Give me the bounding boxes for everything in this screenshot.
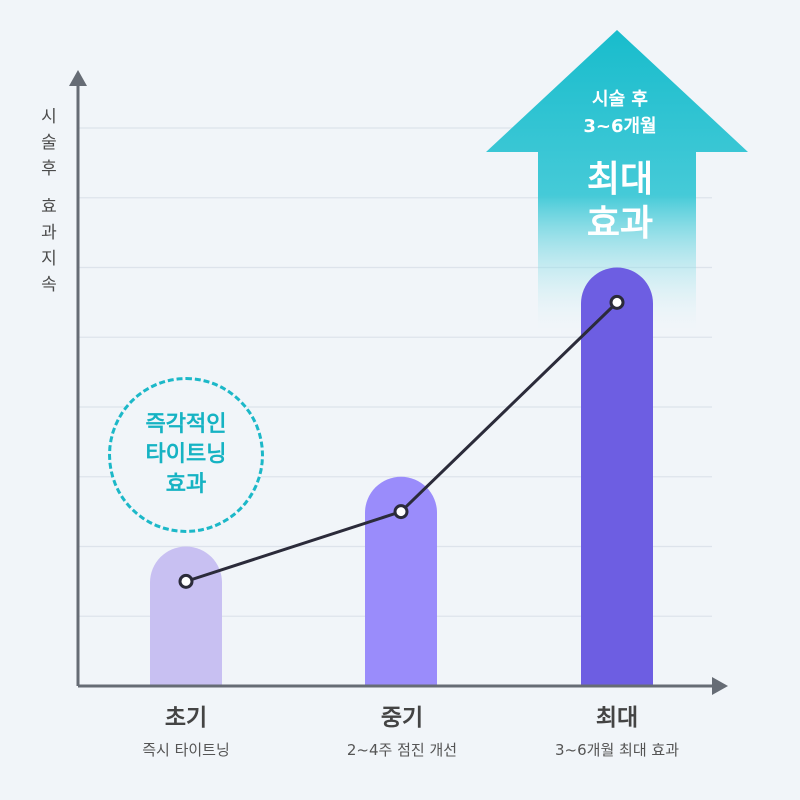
instant-effect-callout: 즉각적인 타이트닝 효과 — [108, 377, 264, 533]
category-label-1: 중기 2~4주 점진 개선 — [302, 703, 502, 761]
ylabel-char — [36, 182, 62, 194]
bars — [150, 267, 653, 686]
arrow-subtitle: 시술 후 3~6개월 — [583, 89, 657, 137]
ylabel-char: 속 — [41, 275, 57, 295]
arrow-shape — [486, 30, 748, 330]
category-subtitle: 3~6개월 최대 효과 — [555, 741, 679, 759]
ylabel-char: 시 — [41, 107, 57, 127]
x-axis-arrowhead — [712, 677, 728, 695]
trend-point-1 — [393, 504, 409, 520]
tick-label: 초기 — [164, 705, 208, 731]
category-subtitle: 즉시 타이트닝 — [142, 741, 230, 759]
trend-line — [178, 294, 625, 589]
bar-0 — [150, 546, 222, 686]
tick-label: 최대 — [595, 705, 639, 731]
ylabel-char: 효 — [41, 197, 57, 217]
category-label-0: 초기 즉시 타이트닝 — [86, 703, 286, 761]
ylabel-char: 과 — [41, 223, 57, 243]
axes — [69, 70, 728, 695]
up-arrow — [486, 30, 748, 330]
arrow-title: 최대 효과 — [586, 159, 654, 244]
trend-point-0 — [178, 573, 194, 589]
y-axis-label: 시 술 후 효 과 지 속 — [36, 104, 62, 298]
callout-text: 즉각적인 타이트닝 효과 — [145, 412, 227, 497]
tick-label: 중기 — [380, 705, 424, 731]
bar-2 — [581, 267, 653, 686]
bar-1 — [365, 476, 437, 686]
trend-point-2 — [609, 294, 625, 310]
category-subtitle: 2~4주 점진 개선 — [346, 741, 458, 759]
ylabel-char: 후 — [41, 159, 57, 179]
ylabel-char: 지 — [41, 249, 57, 269]
category-label-2: 최대 3~6개월 최대 효과 — [517, 703, 717, 761]
ylabel-char: 술 — [41, 133, 57, 153]
y-axis-arrowhead — [69, 70, 87, 86]
